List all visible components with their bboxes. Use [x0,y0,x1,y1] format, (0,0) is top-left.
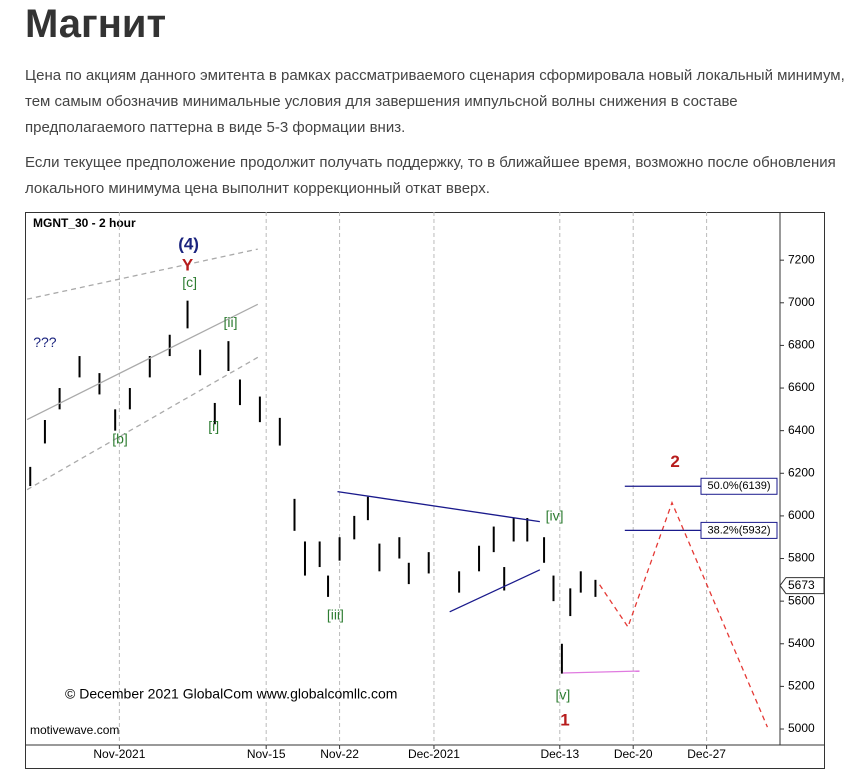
wave-label: Y [182,256,194,275]
last-price-marker [779,577,825,595]
page-title: Магнит [25,2,167,46]
chart-frame [25,212,825,769]
x-tick-label: Nov-22 [320,747,359,761]
wave-label: 2 [670,452,679,471]
trend-line [449,569,541,613]
wave-label: [c] [182,274,197,290]
y-tick-label: 6000 [788,508,815,522]
y-tick-label: 7000 [788,295,815,309]
fib-label-box [700,477,778,495]
y-tick-label: 5400 [788,636,815,650]
x-tick-label: Dec-2021 [408,747,460,761]
wave-label: [iii] [327,607,344,623]
y-tick-label: 6600 [788,380,815,394]
source: motivewave.com [30,723,119,737]
x-tick-label: Dec-27 [687,747,726,761]
last-price-label: 5673 [788,578,815,592]
y-tick-label: 5200 [788,679,815,693]
trend-line [337,490,540,523]
copyright: © December 2021 GlobalCom www.globalcoml… [65,686,397,702]
chart-title: MGNT_30 - 2 hour [33,216,136,230]
wave-label: (4) [178,235,199,254]
fib-label-box [700,521,778,539]
y-tick-label: 6400 [788,423,815,437]
trend-line [26,303,259,421]
x-tick-label: Dec-13 [540,747,579,761]
y-tick-label: 5000 [788,721,815,735]
x-tick-label: Nov-15 [247,747,286,761]
paragraph: Если текущее предположение продолжит пол… [25,154,836,197]
paragraph: Цена по акциям данного эмитента в рамках… [25,67,845,136]
dashed-line [26,248,258,300]
x-tick-label: Dec-20 [614,747,653,761]
wave-label: [iv] [546,507,564,523]
chart: MGNT_30 - 2 hour Nov-2021 Nov-15 Nov-22 Dec… [25,212,825,769]
wave-label: [v] [556,687,571,703]
wave-label: ??? [33,334,57,350]
y-tick-label: 5800 [788,551,815,565]
wave-label: [b] [112,430,128,446]
x-tick-label: Nov-2021 [93,747,145,761]
y-tick-label: 5600 [788,593,815,607]
wave-label: 1 [560,711,569,730]
wave-label: [i] [208,418,219,434]
y-tick-label: 7200 [788,252,815,266]
y-tick-label: 6200 [788,465,815,479]
fib-label: 38.2%(5932) [708,524,771,536]
fib-label: 50.0%(6139) [708,480,771,492]
y-tick-label: 6800 [788,338,815,352]
wave-label: [ii] [224,314,238,330]
trend-line [562,670,640,674]
